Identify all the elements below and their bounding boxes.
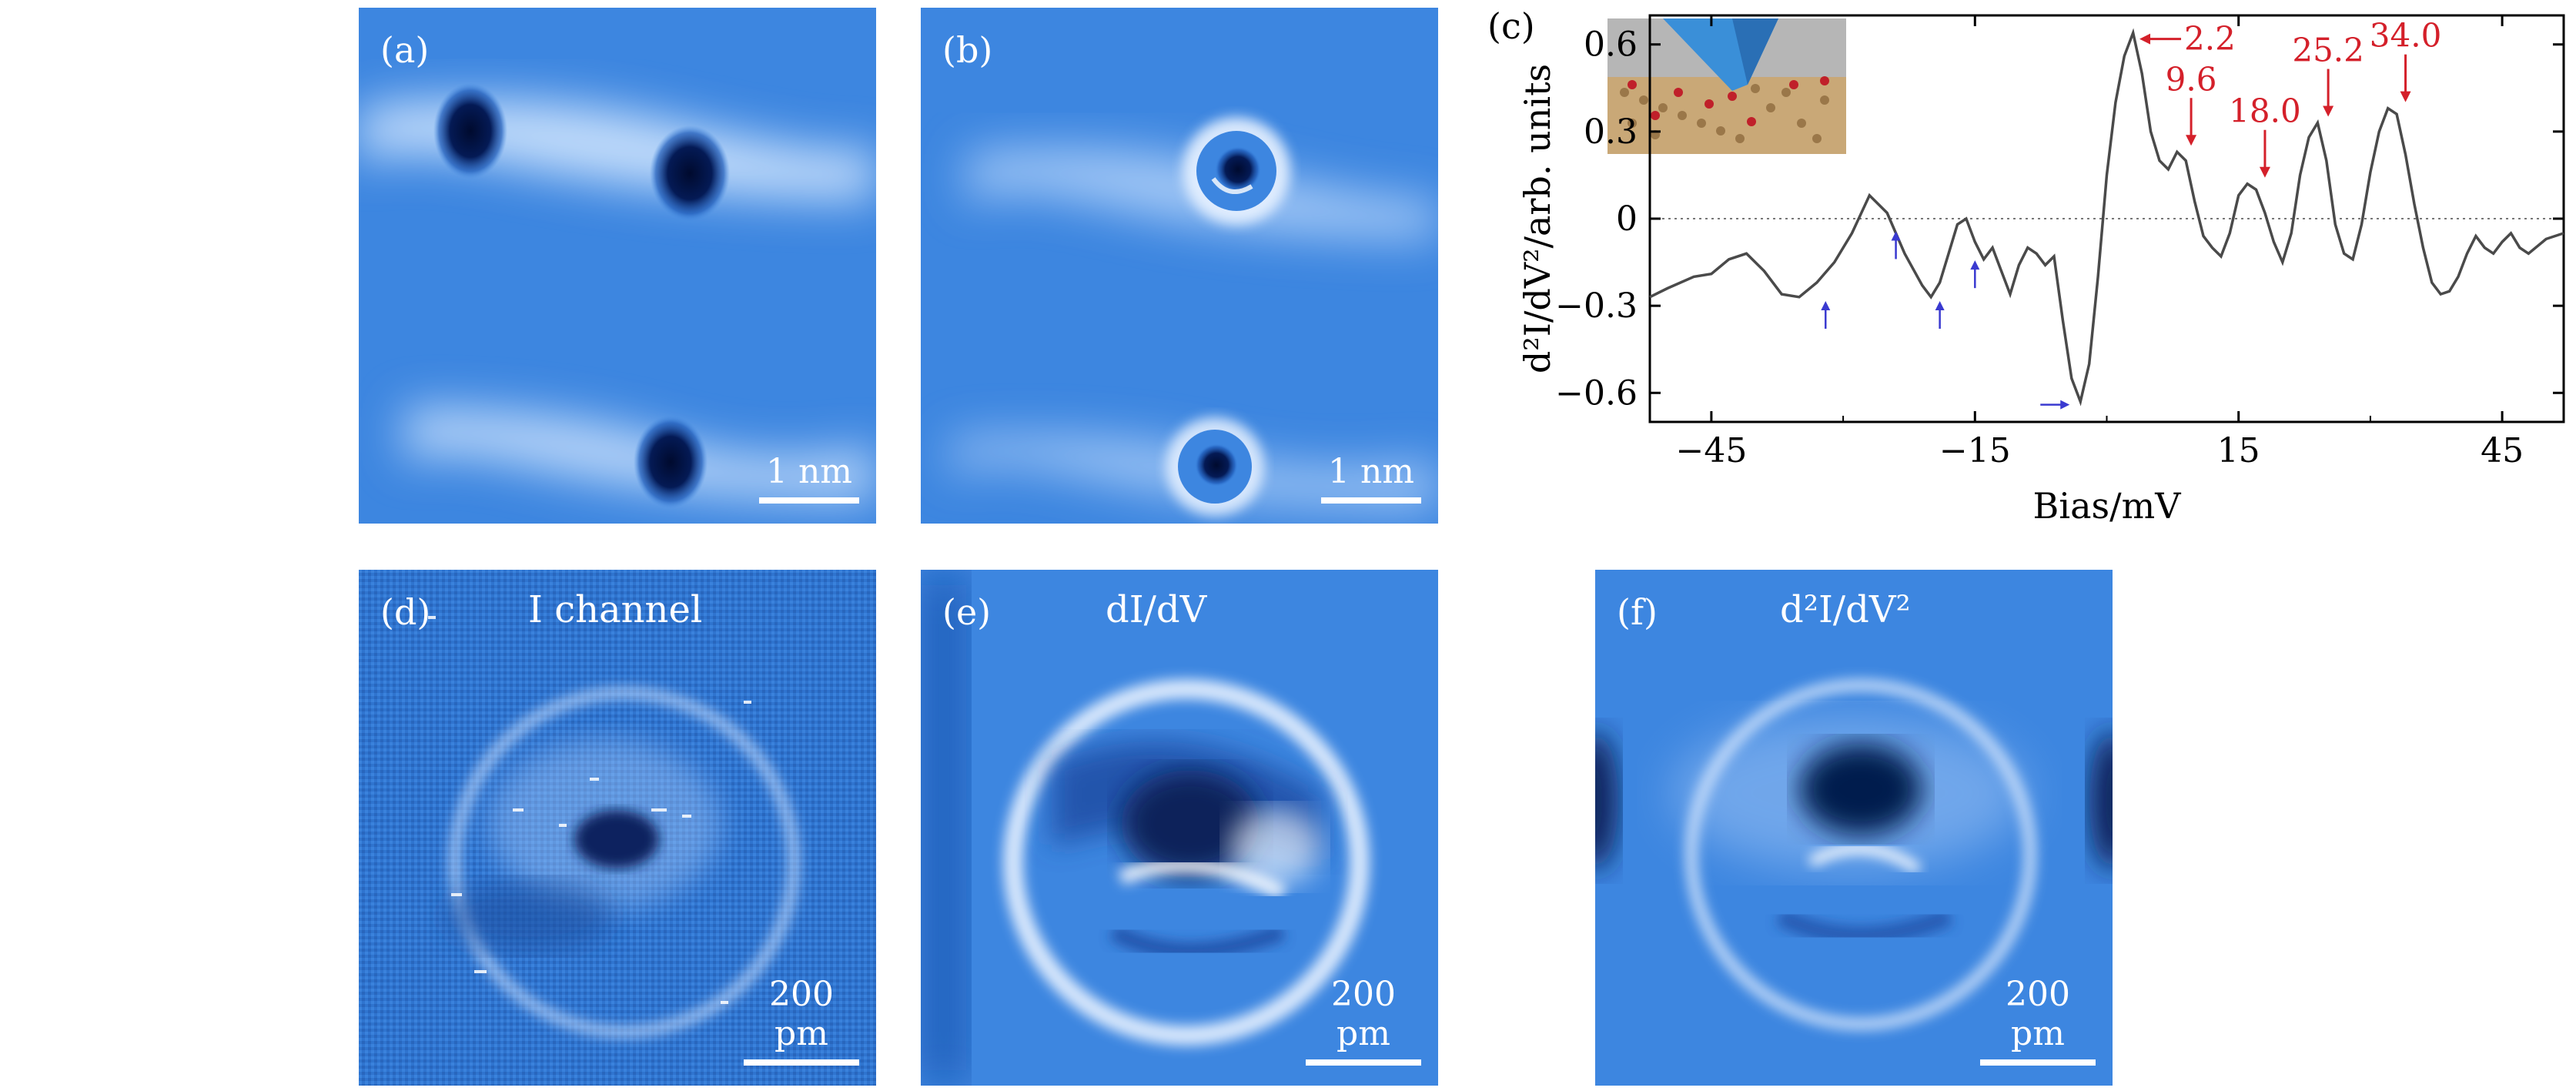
- molecule-dark-spot: [650, 125, 730, 221]
- panel-label: (a): [380, 29, 430, 71]
- panel-label: (b): [942, 29, 993, 71]
- y-tick-label: −0.3: [1555, 286, 1638, 326]
- scale-bar: 200 pm: [1980, 975, 2096, 1066]
- peak-arrowhead: [2186, 135, 2197, 146]
- x-axis-label: Bias/mV: [2033, 485, 2182, 527]
- peak-arrowhead: [2259, 166, 2270, 178]
- molecule-ring: [1183, 117, 1290, 225]
- stm-topography-a: [359, 8, 876, 524]
- panel-label: (f): [1617, 591, 1658, 633]
- panel-a-stm-image: (a) 1 nm: [359, 8, 876, 524]
- min-marker-arrowhead: [2060, 400, 2070, 410]
- peak-label: 2.2: [2184, 20, 2236, 58]
- peak-arrowhead: [2139, 33, 2151, 45]
- peak-label: 34.0: [2370, 17, 2442, 55]
- stm-map-d: [359, 570, 876, 1086]
- scale-bar: 200 pm: [744, 975, 859, 1066]
- x-tick-label: −15: [1939, 431, 2011, 470]
- y-tick-label: 0.6: [1584, 25, 1638, 65]
- y-tick-label: −0.6: [1555, 373, 1638, 413]
- molecule-dark-spot: [634, 416, 708, 508]
- dip-marker-arrowhead: [1891, 231, 1901, 241]
- panel-title: dI/dV: [1106, 588, 1207, 631]
- panel-d-current-map: (d) I channel 200 pm: [359, 570, 876, 1086]
- series-line: [1649, 28, 2564, 407]
- dip-marker-arrowhead: [1935, 300, 1945, 310]
- scale-bar-label: 200 pm: [2006, 975, 2070, 1053]
- y-tick-label: 0.3: [1584, 112, 1638, 152]
- scale-bar-label: 200 pm: [1331, 975, 1396, 1053]
- panel-label: (e): [942, 591, 992, 633]
- dip-marker-arrowhead: [1970, 260, 1980, 270]
- molecule-ring: [1166, 417, 1264, 516]
- peak-arrowhead: [2323, 105, 2334, 117]
- x-tick-label: 45: [2481, 431, 2524, 470]
- panel-title: I channel: [528, 588, 703, 631]
- stm-map-f: [1595, 570, 2113, 1086]
- stm-map-e: [921, 570, 1438, 1086]
- panel-label: (c): [1487, 5, 1535, 47]
- scale-bar-label: 1 nm: [1327, 452, 1415, 491]
- scale-bar: 1 nm: [759, 452, 859, 504]
- panel-c-iets-chart: (c) 2.2 9.6 18.0 25.2 34.0 −45 −15 15 45−: [1478, 0, 2576, 539]
- panel-label: (d): [380, 591, 431, 633]
- molecule-dark-spot: [433, 83, 507, 179]
- panel-f-d2idv2-map: (f) d²I/dV² 200 pm: [1595, 570, 2113, 1086]
- scale-bar: 200 pm: [1306, 975, 1421, 1066]
- inset-illustration: [1607, 18, 1846, 154]
- scale-bar-label: 200 pm: [769, 975, 834, 1053]
- y-axis-label: d²I/dV²/arb. units: [1517, 64, 1558, 373]
- scale-bar: 1 nm: [1321, 452, 1421, 504]
- scale-bar-label: 1 nm: [765, 452, 853, 491]
- x-tick-label: −45: [1675, 431, 1747, 470]
- stm-topography-b: [921, 8, 1438, 524]
- panel-e-didv-map: (e) dI/dV 200 pm: [921, 570, 1438, 1086]
- chart-svg: (c) 2.29.618.025.2 34.0 −45 −15 15 45−: [1487, 5, 2565, 527]
- panel-title: d²I/dV²: [1780, 588, 1911, 631]
- dip-marker-arrowhead: [1821, 300, 1831, 310]
- peak-arrowhead: [2400, 91, 2411, 102]
- peak-label: 9.6: [2166, 60, 2217, 98]
- peak-label: 18.0: [2229, 92, 2301, 130]
- y-tick-label: 0: [1616, 199, 1638, 239]
- x-tick-label: 15: [2217, 431, 2260, 470]
- peak-label: 25.2: [2292, 32, 2364, 69]
- panel-b-stm-image: (b) 1 nm: [921, 8, 1438, 524]
